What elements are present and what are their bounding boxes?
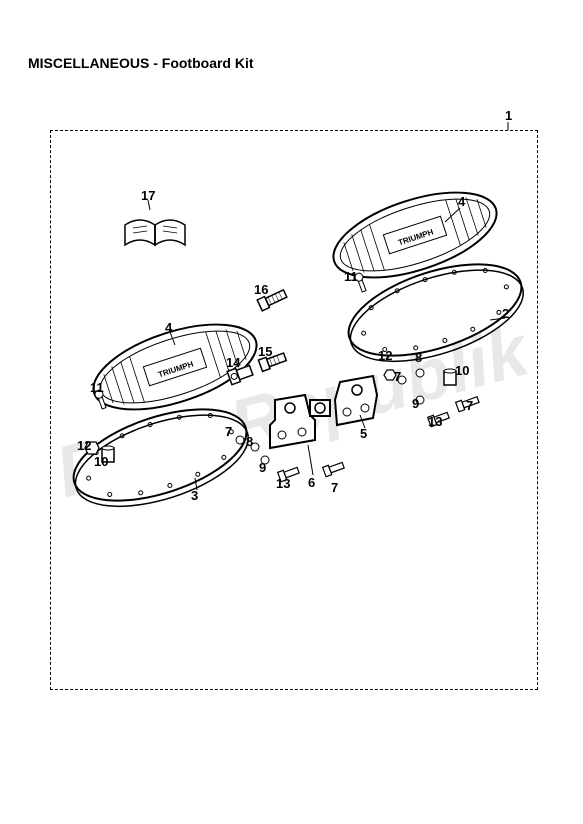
callout-number: 5 <box>360 426 367 441</box>
callout-number: 16 <box>254 282 268 297</box>
callout-number: 7 <box>394 369 401 384</box>
callout-number: 17 <box>141 188 155 203</box>
callout-number: 14 <box>226 355 240 370</box>
callout-number: 6 <box>308 475 315 490</box>
callout-number: 7 <box>466 398 473 413</box>
callout-number: 7 <box>331 480 338 495</box>
callout-number: 3 <box>191 488 198 503</box>
callout-number: 7 <box>225 424 232 439</box>
callout-number: 10 <box>94 454 108 469</box>
callout-number: 9 <box>259 460 266 475</box>
callout-number: 4 <box>165 320 172 335</box>
callout-number: 12 <box>77 438 91 453</box>
callout-number: 12 <box>378 348 392 363</box>
callout-number: 13 <box>428 414 442 429</box>
callout-number: 9 <box>412 396 419 411</box>
callout-number: 15 <box>258 344 272 359</box>
callout-number: 11 <box>90 380 104 395</box>
callout-number: 8 <box>415 350 422 365</box>
parts-diagram: TRIUMPH TRIUMPH <box>0 0 583 824</box>
callout-number: 2 <box>502 306 509 321</box>
callout-number: 11 <box>344 269 358 284</box>
callout-number: 10 <box>455 363 469 378</box>
callout-number: 13 <box>276 476 290 491</box>
callout-number: 1 <box>505 108 512 123</box>
callout-number: 8 <box>246 434 253 449</box>
callout-number: 4 <box>458 194 465 209</box>
